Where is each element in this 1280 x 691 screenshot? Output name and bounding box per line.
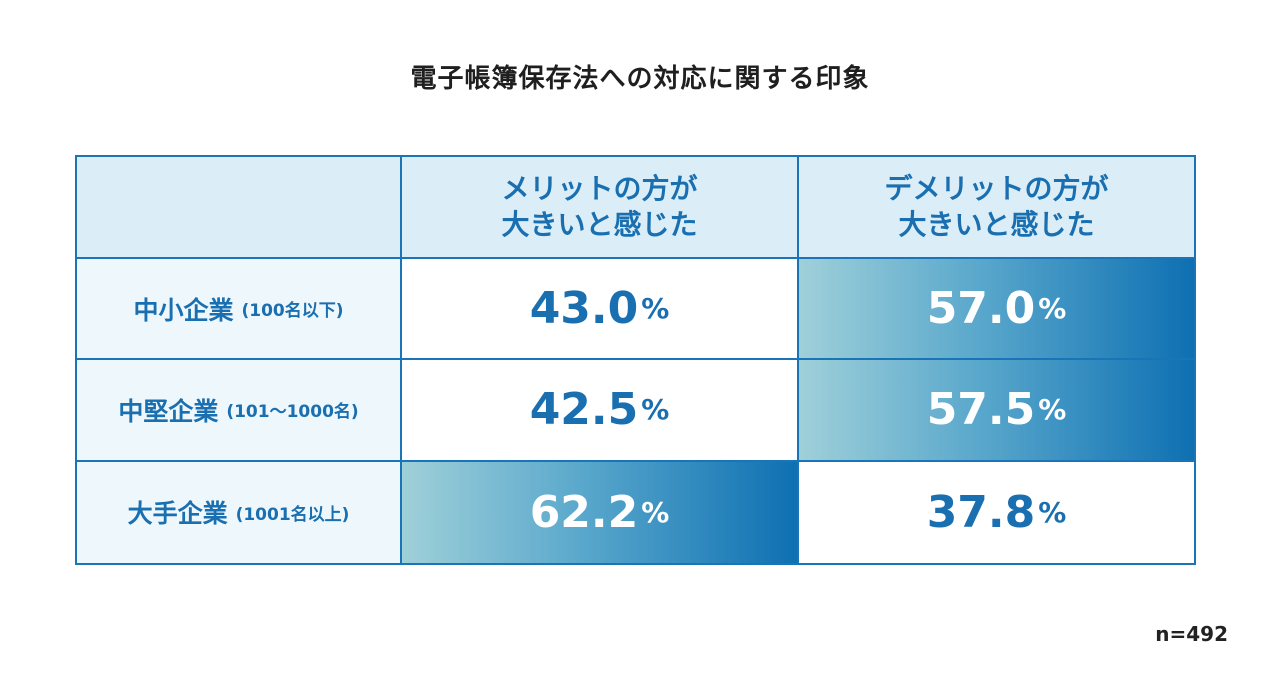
- value-medium-merit-number: 42.5: [529, 384, 639, 436]
- value-large-merit-unit: %: [641, 495, 670, 529]
- row-label-small: 中小企業 (100名以下): [77, 259, 402, 361]
- value-large-demerit-unit: %: [1038, 495, 1067, 529]
- row-label-large: 大手企業 (1001名以上): [77, 461, 402, 563]
- chart-title: 電子帳簿保存法への対応に関する印象: [410, 64, 870, 94]
- row-label-medium: 中堅企業 (101〜1000名): [77, 360, 402, 462]
- value-small-demerit-unit: %: [1038, 292, 1067, 326]
- header-demerit: デメリットの方が 大きいと感じた: [799, 157, 1194, 259]
- value-medium-merit-unit: %: [641, 393, 670, 427]
- value-small-merit: 43.0%: [402, 259, 799, 361]
- row-label-large-sub: (1001名以上): [235, 504, 350, 525]
- value-large-merit-number: 62.2: [529, 486, 639, 538]
- value-small-demerit-number: 57.0: [926, 283, 1036, 335]
- results-table: メリットの方が 大きいと感じた デメリットの方が 大きいと感じた 中小企業 (10…: [75, 155, 1196, 565]
- header-corner-cell: [77, 157, 402, 259]
- sample-size-note: n=492: [1155, 622, 1228, 646]
- header-merit-line-1: メリットの方が: [501, 172, 698, 205]
- header-demerit-line-2: 大きいと感じた: [898, 208, 1095, 241]
- row-label-small-text: 中小企業: [133, 295, 234, 325]
- value-large-merit: 62.2%: [402, 461, 799, 563]
- row-label-large-text: 大手企業: [127, 499, 228, 529]
- value-small-demerit: 57.0%: [799, 259, 1194, 361]
- row-label-small-sub: (100名以下): [241, 301, 344, 322]
- row-label-medium-sub: (101〜1000名): [226, 402, 359, 423]
- header-demerit-line-1: デメリットの方が: [884, 172, 1109, 205]
- value-medium-demerit-number: 57.5: [926, 384, 1036, 436]
- value-medium-merit: 42.5%: [402, 360, 799, 462]
- row-label-medium-text: 中堅企業: [118, 396, 219, 426]
- value-large-demerit: 37.8%: [799, 461, 1194, 563]
- header-merit-line-2: 大きいと感じた: [501, 208, 698, 241]
- value-medium-demerit-unit: %: [1038, 393, 1067, 427]
- value-small-merit-unit: %: [641, 292, 670, 326]
- value-large-demerit-number: 37.8: [926, 486, 1036, 538]
- header-merit: メリットの方が 大きいと感じた: [402, 157, 799, 259]
- value-small-merit-number: 43.0: [529, 283, 639, 335]
- value-medium-demerit: 57.5%: [799, 360, 1194, 462]
